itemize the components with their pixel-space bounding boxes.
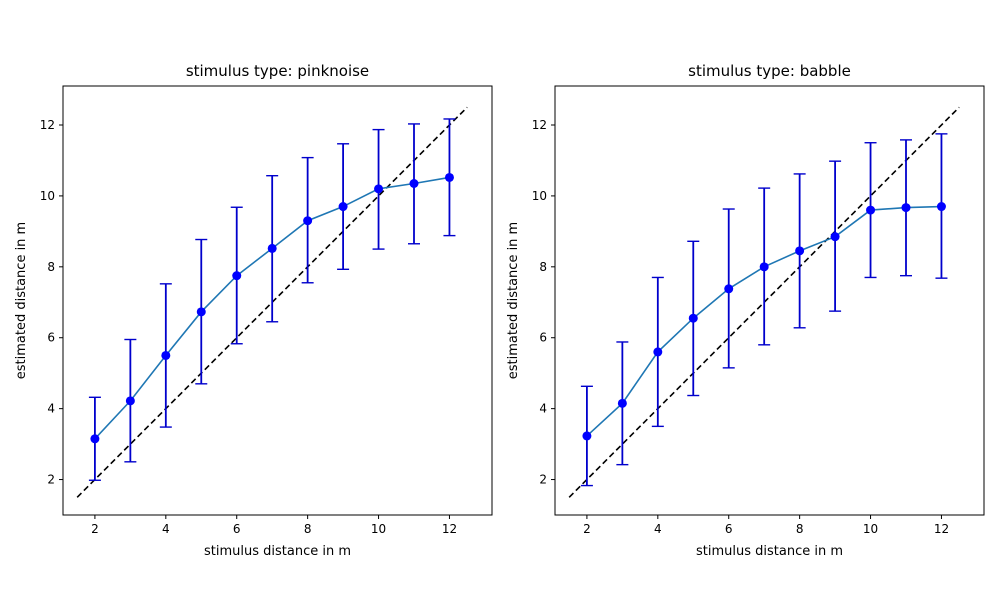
- y-tick-label: 6: [47, 331, 55, 345]
- data-point: [374, 184, 384, 194]
- x-tick-label: 6: [233, 522, 241, 536]
- x-tick-label: 10: [863, 522, 878, 536]
- x-tick-label: 12: [934, 522, 949, 536]
- plot-frame: [554, 85, 985, 516]
- y-tick-label: 4: [539, 402, 547, 416]
- subplot-babble: stimulus type: babble stimulus distance …: [506, 62, 985, 559]
- data-point: [196, 307, 206, 317]
- x-tick-label: 6: [725, 522, 733, 536]
- chart-title: stimulus type: babble: [688, 62, 851, 80]
- data-point: [409, 179, 419, 188]
- y-tick-label: 6: [539, 331, 547, 345]
- y-axis-label: estimated distance in m: [14, 222, 29, 379]
- x-tick-label: 4: [654, 522, 662, 536]
- y-tick-label: 4: [47, 402, 55, 416]
- chart-title: stimulus type: pinknoise: [186, 62, 369, 80]
- data-point: [617, 398, 627, 408]
- data-point: [582, 431, 592, 441]
- x-tick-label: 2: [583, 522, 591, 536]
- plot-frame: [62, 85, 493, 516]
- x-tick-label: 4: [162, 522, 170, 536]
- subplot-pinknoise: stimulus type: pinknoise stimulus distan…: [14, 62, 493, 559]
- data-point: [267, 243, 277, 253]
- data-point: [688, 313, 698, 323]
- x-tick-label: 12: [442, 522, 457, 536]
- y-tick-label: 12: [532, 118, 547, 132]
- x-tick-label: 2: [91, 522, 99, 536]
- data-point: [866, 205, 876, 215]
- y-tick-label: 2: [539, 473, 547, 487]
- x-axis-label: stimulus distance in m: [696, 544, 843, 559]
- x-tick-label: 8: [304, 522, 312, 536]
- data-point: [759, 262, 769, 272]
- data-point: [303, 216, 313, 226]
- x-tick-label: 10: [371, 522, 386, 536]
- data-point: [653, 347, 663, 357]
- y-tick-label: 8: [539, 260, 547, 274]
- data-point: [232, 271, 242, 281]
- y-tick-label: 12: [40, 118, 55, 132]
- data-point: [444, 172, 454, 182]
- x-tick-label: 8: [796, 522, 804, 536]
- y-axis-label: estimated distance in m: [506, 222, 521, 379]
- y-tick-label: 8: [47, 260, 55, 274]
- data-point: [901, 203, 911, 213]
- y-tick-label: 10: [40, 189, 55, 203]
- data-point: [795, 246, 805, 256]
- y-tick-label: 2: [47, 473, 55, 487]
- data-point: [338, 202, 348, 212]
- data-point: [125, 396, 135, 406]
- data-point: [90, 434, 100, 444]
- data-point: [936, 202, 946, 212]
- data-point: [830, 232, 840, 242]
- y-tick-label: 10: [532, 189, 547, 203]
- x-axis-label: stimulus distance in m: [204, 544, 351, 559]
- data-point: [161, 350, 171, 360]
- data-point: [724, 284, 734, 294]
